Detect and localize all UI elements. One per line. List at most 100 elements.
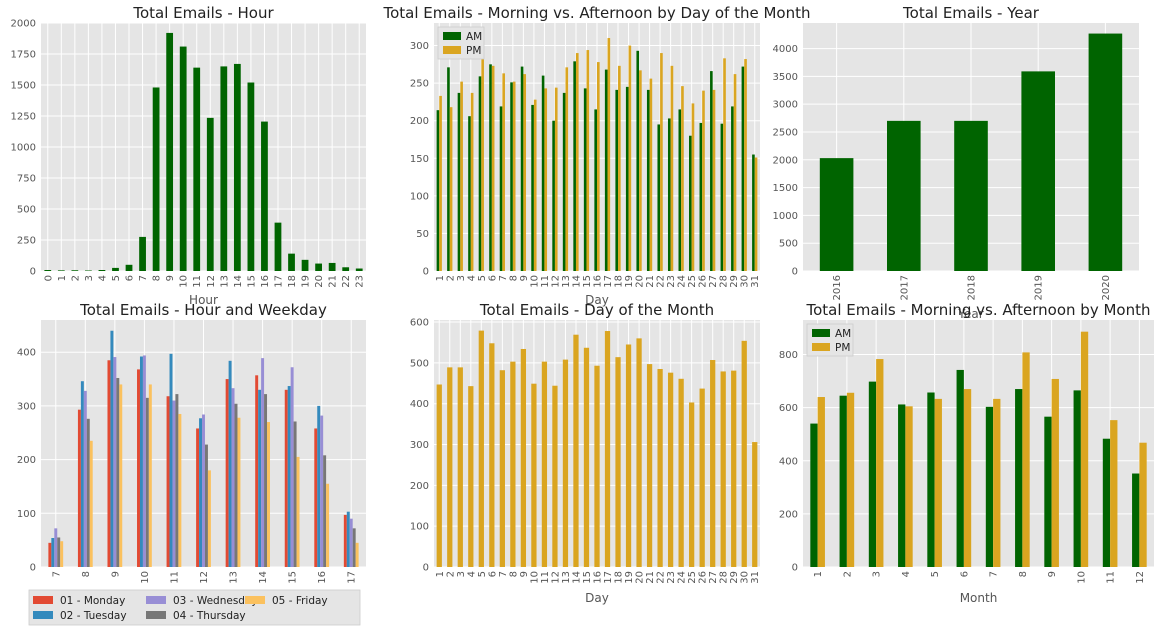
y-tick-label: 100 xyxy=(410,191,429,202)
bar xyxy=(255,375,259,567)
bar xyxy=(457,367,463,567)
bar xyxy=(457,92,461,272)
x-tick-label: 19 xyxy=(624,275,635,288)
x-tick-label: 14 xyxy=(571,275,582,288)
bar xyxy=(343,514,347,567)
bar xyxy=(247,82,255,272)
bar xyxy=(314,428,318,567)
bar xyxy=(934,398,942,567)
bar xyxy=(985,406,994,567)
x-tick-label: 27 xyxy=(708,571,719,584)
chart-title: Total Emails - Year xyxy=(902,4,1040,22)
x-tick-label: 16 xyxy=(593,571,604,584)
y-tick-label: 1750 xyxy=(11,50,36,61)
x-tick-label: 13 xyxy=(219,275,230,288)
x-tick-label: 9 xyxy=(110,571,121,577)
legend-label: 01 - Monday xyxy=(60,595,125,607)
x-tick-label: 10 xyxy=(529,571,540,584)
bar xyxy=(233,63,241,271)
x-tick-label: 12 xyxy=(550,275,561,288)
bar xyxy=(139,356,143,567)
x-tick-label: 7 xyxy=(138,275,149,281)
x-tick-label: 25 xyxy=(687,571,698,584)
bar xyxy=(615,89,619,271)
x-tick-label: 13 xyxy=(561,571,572,584)
x-axis-label: Month xyxy=(960,591,998,605)
y-tick-label: 500 xyxy=(410,358,429,369)
bar xyxy=(846,392,855,567)
y-tick-label: 750 xyxy=(17,174,36,185)
bar xyxy=(678,378,684,567)
bar xyxy=(98,270,106,271)
bar xyxy=(607,38,611,271)
x-tick-label: 6 xyxy=(487,571,498,577)
bar xyxy=(237,417,241,567)
plot-area xyxy=(803,320,1154,567)
bar xyxy=(533,99,537,272)
legend-box xyxy=(28,589,361,626)
y-tick-label: 600 xyxy=(410,318,429,329)
bar xyxy=(710,360,716,567)
legend-label: 04 - Thursday xyxy=(173,610,246,622)
x-tick-label: 11 xyxy=(1106,571,1117,584)
bar xyxy=(699,388,705,567)
bar xyxy=(691,103,695,271)
y-tick-label: 200 xyxy=(17,455,36,466)
y-tick-label: 400 xyxy=(17,348,36,359)
chart-title: Total Emails - Morning vs. Afternoon by … xyxy=(806,301,1151,319)
bar xyxy=(152,87,160,271)
y-tick-label: 1000 xyxy=(11,143,36,154)
bar xyxy=(702,90,705,272)
y-tick-label: 3000 xyxy=(773,100,798,111)
x-tick-label: 12 xyxy=(206,275,217,288)
bar xyxy=(323,455,327,567)
bar xyxy=(499,106,503,271)
y-tick-label: 2500 xyxy=(773,127,798,138)
y-tick-label: 0 xyxy=(423,267,429,278)
x-tick-label: 6 xyxy=(487,275,498,281)
bar xyxy=(618,65,621,271)
y-tick-label: 500 xyxy=(779,239,798,250)
x-tick-label: 23 xyxy=(666,571,677,584)
x-tick-label: 20 xyxy=(635,571,646,584)
bar xyxy=(731,370,737,567)
bar xyxy=(439,95,442,271)
bar xyxy=(193,67,201,271)
bar xyxy=(1139,442,1147,567)
x-tick-label: 12 xyxy=(199,571,210,584)
bar xyxy=(667,118,671,272)
x-tick-label: 26 xyxy=(698,571,709,584)
bar xyxy=(436,110,440,272)
y-tick-label: 0 xyxy=(423,563,429,574)
x-tick-label: 8 xyxy=(152,275,163,281)
bar xyxy=(317,405,321,567)
x-tick-label: 3 xyxy=(456,275,467,281)
bar xyxy=(110,330,114,567)
legend-label: AM xyxy=(835,328,851,340)
legend-label: PM xyxy=(466,45,481,57)
bar xyxy=(636,50,640,271)
bar xyxy=(287,386,291,567)
x-tick-label: 0 xyxy=(43,275,54,281)
bar xyxy=(290,367,294,567)
x-tick-label: 2020 xyxy=(1101,275,1112,300)
legend-label: 03 - Wednesday xyxy=(173,595,258,607)
x-tick-label: 20 xyxy=(635,275,646,288)
x-tick-label: 14 xyxy=(258,571,269,584)
y-tick-label: 0 xyxy=(792,267,798,278)
bar xyxy=(225,379,229,567)
bar xyxy=(113,357,117,567)
bar xyxy=(639,70,642,271)
bar xyxy=(258,389,262,567)
bar xyxy=(565,67,569,272)
x-tick-label: 29 xyxy=(729,275,740,288)
legend: 01 - Monday 02 - Tuesday 03 - Wednesday 04 … xyxy=(28,589,361,626)
legend-swatch xyxy=(33,596,53,604)
bar xyxy=(604,331,611,567)
y-tick-label: 250 xyxy=(410,79,429,90)
x-tick-label: 20 xyxy=(314,275,325,288)
bar xyxy=(541,75,545,271)
x-tick-label: 1 xyxy=(435,275,446,281)
bar xyxy=(819,158,854,271)
